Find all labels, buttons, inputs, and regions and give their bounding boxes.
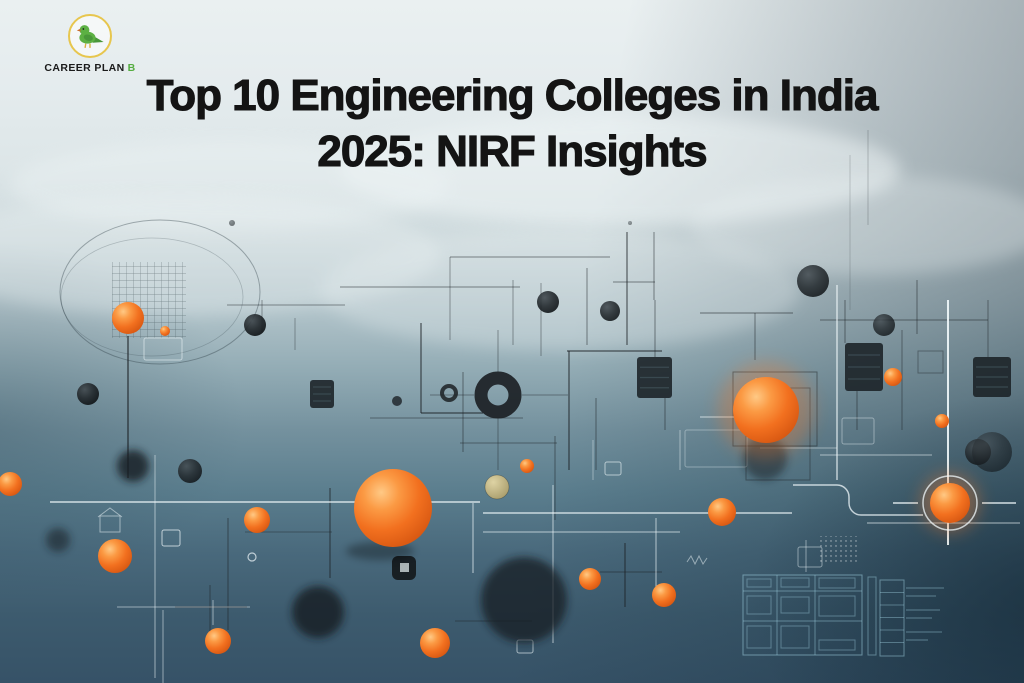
target-crosshair bbox=[922, 475, 978, 531]
dark-circuit-lines bbox=[127, 130, 989, 632]
brand-logo: CAREER PLAN B bbox=[30, 14, 150, 74]
brand-accent: B bbox=[127, 62, 136, 74]
title-line-1: Top 10 Engineering Colleges in India bbox=[146, 70, 879, 120]
blueprint-panels bbox=[742, 574, 944, 657]
white-circuit-lines bbox=[50, 285, 1020, 683]
brand-name: CAREER PLAN bbox=[44, 62, 125, 74]
khaki-disc bbox=[484, 474, 510, 500]
brand-ring bbox=[68, 14, 112, 58]
title-line-2: 2025: NIRF Insights bbox=[317, 126, 708, 176]
brand-wordmark: CAREER PLAN B bbox=[30, 62, 150, 74]
bird-icon bbox=[76, 25, 104, 49]
fog-layer bbox=[0, 115, 1024, 350]
orange-spheres bbox=[0, 302, 980, 658]
chip-components bbox=[310, 343, 1011, 580]
article-title: Top 10 Engineering Colleges in India 202… bbox=[0, 68, 1024, 180]
